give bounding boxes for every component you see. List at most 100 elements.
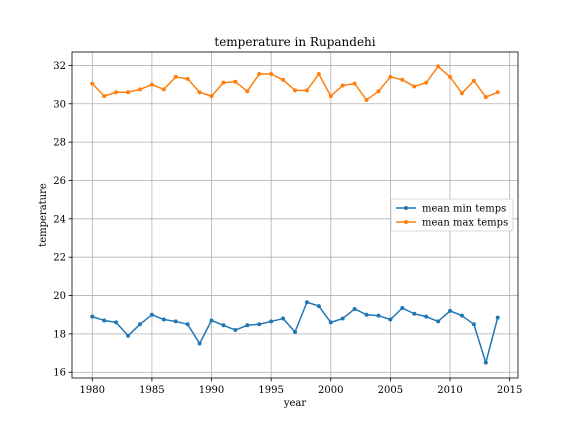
data-point xyxy=(388,74,393,79)
data-point xyxy=(126,90,131,95)
data-point xyxy=(197,90,202,95)
data-point xyxy=(388,317,393,322)
data-point xyxy=(316,72,321,77)
data-point xyxy=(400,77,405,82)
data-point xyxy=(328,320,333,325)
data-point xyxy=(340,83,345,88)
data-point xyxy=(161,317,166,322)
legend: mean min temps mean max temps xyxy=(390,198,514,232)
data-point xyxy=(459,91,464,96)
data-point xyxy=(90,81,95,86)
data-point xyxy=(412,311,417,316)
data-point xyxy=(114,90,119,95)
data-point xyxy=(293,88,297,93)
data-point xyxy=(352,81,357,86)
data-point xyxy=(376,89,381,94)
data-point xyxy=(483,95,488,100)
plot-frame xyxy=(71,51,519,379)
data-point xyxy=(304,300,309,305)
data-point xyxy=(161,87,166,92)
data-point xyxy=(137,322,142,327)
y-tick-label: 30 xyxy=(53,99,66,110)
data-point xyxy=(281,77,286,82)
data-point xyxy=(281,316,286,321)
x-tick-label: 1990 xyxy=(199,385,224,396)
data-point xyxy=(185,322,190,327)
legend-box xyxy=(390,198,514,232)
legend-marker xyxy=(404,206,408,210)
data-point xyxy=(245,89,250,94)
y-tick-label: 26 xyxy=(53,176,66,187)
data-point xyxy=(209,94,214,99)
data-point xyxy=(114,320,119,325)
data-point xyxy=(495,315,500,320)
data-point xyxy=(197,341,202,346)
data-point xyxy=(376,313,381,318)
data-point xyxy=(304,88,309,93)
y-tick-label: 18 xyxy=(53,329,66,340)
data-point xyxy=(448,74,453,79)
y-tick-label: 32 xyxy=(53,61,66,72)
data-point xyxy=(436,319,441,324)
data-point xyxy=(221,323,226,328)
data-point xyxy=(328,94,333,99)
data-point xyxy=(471,78,476,83)
data-point xyxy=(340,316,345,321)
y-tick-label: 22 xyxy=(53,253,66,264)
data-point xyxy=(233,328,238,333)
data-point xyxy=(185,76,190,81)
data-point xyxy=(483,360,488,365)
data-point xyxy=(245,323,250,328)
data-point xyxy=(424,80,429,85)
data-point xyxy=(316,304,321,309)
data-point xyxy=(90,314,95,319)
data-point xyxy=(126,333,131,338)
data-point xyxy=(400,306,405,311)
series-lines xyxy=(90,64,500,365)
y-tick-label: 24 xyxy=(53,214,66,225)
x-tick-label: 1980 xyxy=(80,385,105,396)
x-tick-label: 1985 xyxy=(139,385,164,396)
legend-label: mean min temps xyxy=(422,204,506,215)
data-point xyxy=(149,312,154,317)
axis-ticks: 1980 1985 1990 1995 2000 2005 2010 2015 16 18 20 22… xyxy=(53,61,522,396)
y-tick-label: 28 xyxy=(53,138,66,149)
data-point xyxy=(257,72,262,77)
x-tick-label: 2005 xyxy=(378,385,403,396)
data-point xyxy=(209,318,214,323)
data-point xyxy=(459,313,464,318)
data-point xyxy=(495,90,500,95)
data-point xyxy=(412,84,417,89)
data-point xyxy=(269,72,274,77)
data-point xyxy=(436,64,441,69)
data-point xyxy=(102,94,107,99)
x-tick-label: 1995 xyxy=(258,385,283,396)
data-point xyxy=(102,318,107,323)
data-point xyxy=(257,322,262,327)
data-point xyxy=(173,319,178,324)
data-point xyxy=(137,87,142,92)
data-point xyxy=(269,319,274,324)
data-point xyxy=(173,74,178,79)
data-point xyxy=(233,79,238,84)
data-point xyxy=(149,82,154,87)
data-point xyxy=(448,308,453,313)
data-point xyxy=(471,322,476,327)
data-point xyxy=(364,97,369,102)
x-tick-label: 2010 xyxy=(437,385,462,396)
legend-label: mean max temps xyxy=(422,218,508,229)
data-point xyxy=(293,329,297,334)
data-point xyxy=(364,312,369,317)
y-axis-label: temperature xyxy=(38,183,49,247)
legend-marker xyxy=(404,220,408,224)
data-point xyxy=(352,306,357,311)
y-tick-label: 20 xyxy=(53,291,66,302)
x-axis-label: year xyxy=(283,398,307,409)
y-tick-label: 16 xyxy=(53,368,66,379)
data-point xyxy=(424,314,429,319)
data-point xyxy=(221,80,226,85)
chart-title: temperature in Rupandehi xyxy=(214,35,375,49)
x-tick-label: 2015 xyxy=(497,385,522,396)
